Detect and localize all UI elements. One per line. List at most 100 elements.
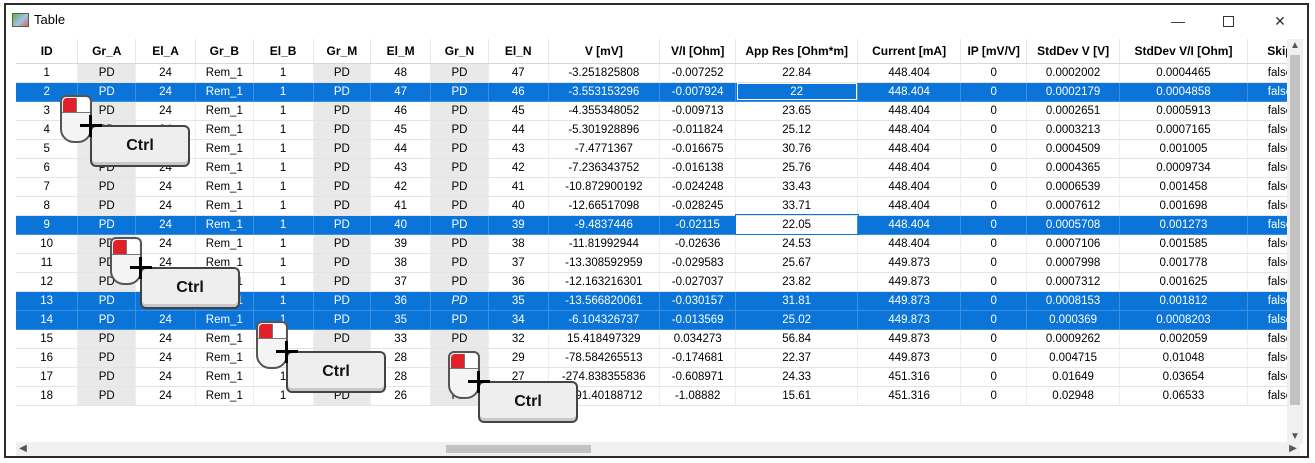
table-cell[interactable]: 10 [16, 234, 79, 254]
table-cell[interactable]: 0.03654 [1119, 367, 1248, 387]
table-cell[interactable]: 24 [135, 253, 196, 273]
table-cell[interactable]: 6 [16, 158, 79, 178]
table-cell[interactable]: 0.001458 [1119, 177, 1248, 197]
table-cell[interactable]: 37 [370, 272, 432, 292]
column-header[interactable]: IP [mV/V] [960, 39, 1028, 64]
table-cell[interactable]: 44 [370, 139, 432, 159]
table-cell[interactable]: 24 [135, 196, 196, 216]
scroll-right-icon[interactable]: ▶ [1289, 443, 1297, 454]
close-button[interactable]: ✕ [1274, 12, 1286, 29]
table-cell[interactable]: 1 [253, 196, 314, 216]
table-cell[interactable]: 33 [370, 329, 432, 349]
table-cell[interactable]: 25.02 [735, 310, 859, 330]
table-cell[interactable]: -0.027037 [659, 272, 737, 292]
table-cell[interactable]: 0.0004858 [1119, 82, 1248, 102]
table-cell[interactable]: 0.001698 [1119, 196, 1248, 216]
table-cell[interactable]: -274.838355836 [548, 367, 661, 387]
table-cell[interactable]: 40 [488, 196, 549, 216]
table-cell[interactable]: false [1247, 177, 1300, 197]
table-cell[interactable]: -10.872900192 [548, 177, 661, 197]
table-cell[interactable]: 448.404 [857, 82, 962, 102]
table-cell[interactable]: 448.404 [857, 234, 962, 254]
table-cell[interactable]: 23.82 [735, 272, 859, 292]
table-cell[interactable]: 47 [488, 63, 549, 83]
table-cell[interactable]: PD [313, 329, 372, 349]
table-cell[interactable]: 35 [370, 310, 432, 330]
table-cell[interactable]: -7.236343752 [548, 158, 661, 178]
table-cell[interactable]: -0.028245 [659, 196, 737, 216]
table-cell[interactable]: -3.251825808 [548, 63, 661, 83]
table-cell[interactable]: -0.174681 [659, 348, 737, 368]
table-cell[interactable]: PD [313, 120, 372, 140]
table-cell[interactable]: 449.873 [857, 291, 962, 311]
table-cell[interactable]: 448.404 [857, 158, 962, 178]
table-cell[interactable]: 24.53 [735, 234, 859, 254]
column-header[interactable]: Gr_A [77, 39, 137, 64]
table-cell[interactable]: 1 [253, 120, 314, 140]
table-cell[interactable]: 0.0009262 [1026, 329, 1120, 349]
table-cell[interactable]: 43 [488, 139, 549, 159]
table-cell[interactable]: Rem_1 [195, 367, 254, 387]
table-cell[interactable]: PD [77, 158, 137, 178]
table-cell[interactable]: 2 [16, 82, 79, 102]
table-cell[interactable]: 24 [135, 310, 196, 330]
table-row[interactable]: 9 PD 24 Rem_1 1 PD 40 PD 39 -9.4837446 -0.02115 22.… [16, 214, 1300, 235]
table-cell[interactable]: 1 [253, 272, 314, 292]
table-cell[interactable]: 24.33 [735, 367, 859, 387]
table-cell[interactable]: PD [77, 310, 137, 330]
table-cell[interactable]: Rem_1 [195, 215, 254, 235]
table-cell[interactable]: 25.76 [735, 158, 859, 178]
table-cell[interactable]: 0.02948 [1026, 386, 1120, 406]
table-cell[interactable]: Rem_1 [195, 82, 254, 102]
table-cell[interactable]: 42 [488, 158, 549, 178]
table-cell[interactable]: 1 [253, 253, 314, 273]
table-cell[interactable]: PD [313, 272, 372, 292]
table-cell[interactable]: false [1247, 253, 1300, 273]
table-cell[interactable]: 31.81 [735, 291, 859, 311]
table-cell[interactable]: 0 [960, 215, 1028, 235]
table-cell[interactable]: -13.566820061 [548, 291, 661, 311]
table-cell[interactable]: -0.02115 [659, 215, 737, 235]
table-cell[interactable]: 1 [253, 310, 314, 330]
table-cell[interactable]: 1 [253, 386, 314, 406]
table-cell[interactable]: false [1247, 139, 1300, 159]
table-cell[interactable]: 48 [370, 63, 432, 83]
table-cell[interactable]: -78.584265513 [548, 348, 661, 368]
table-cell[interactable]: 40 [370, 215, 432, 235]
table-cell[interactable]: PD [313, 234, 372, 254]
table-cell[interactable]: 36 [488, 272, 549, 292]
scroll-up-icon[interactable]: ▲ [1290, 40, 1300, 51]
table-cell[interactable]: PD [430, 253, 489, 273]
table-cell[interactable]: 28 [370, 367, 432, 387]
table-cell[interactable]: -0.029583 [659, 253, 737, 273]
table-cell[interactable]: 0.001778 [1119, 253, 1248, 273]
table-cell[interactable]: false [1247, 291, 1300, 311]
table-cell[interactable]: PD [313, 291, 372, 311]
horizontal-scroll-thumb[interactable] [446, 445, 591, 453]
table-cell[interactable]: 11 [16, 253, 79, 273]
table-cell[interactable]: 449.873 [857, 253, 962, 273]
table-cell[interactable]: 33.43 [735, 177, 859, 197]
table-cell[interactable]: 0.0007998 [1026, 253, 1120, 273]
table-cell[interactable]: 24 [135, 348, 196, 368]
table-cell[interactable]: PD [77, 82, 137, 102]
table-cell[interactable]: 23.65 [735, 101, 859, 121]
table-cell[interactable]: false [1247, 196, 1300, 216]
table-cell[interactable]: 0.0002651 [1026, 101, 1120, 121]
table-cell[interactable]: 32 [488, 329, 549, 349]
column-header[interactable]: V/I [Ohm] [659, 39, 737, 64]
table-cell[interactable]: PD [77, 101, 137, 121]
table-cell[interactable]: PD [430, 329, 489, 349]
table-cell[interactable]: 1 [253, 63, 314, 83]
table-cell[interactable]: 38 [370, 253, 432, 273]
table-cell[interactable]: Rem_1 [195, 177, 254, 197]
table-cell[interactable]: 0.0002002 [1026, 63, 1120, 83]
column-header[interactable]: StdDev V [V] [1026, 39, 1120, 64]
table-cell[interactable]: 9 [16, 215, 79, 235]
table-cell[interactable]: -4.355348052 [548, 101, 661, 121]
table-cell[interactable]: 0.001625 [1119, 272, 1248, 292]
table-cell[interactable]: Rem_1 [195, 63, 254, 83]
table-cell[interactable]: 449.873 [857, 348, 962, 368]
table-cell[interactable]: 1 [253, 367, 314, 387]
table-cell[interactable]: 0 [960, 177, 1028, 197]
